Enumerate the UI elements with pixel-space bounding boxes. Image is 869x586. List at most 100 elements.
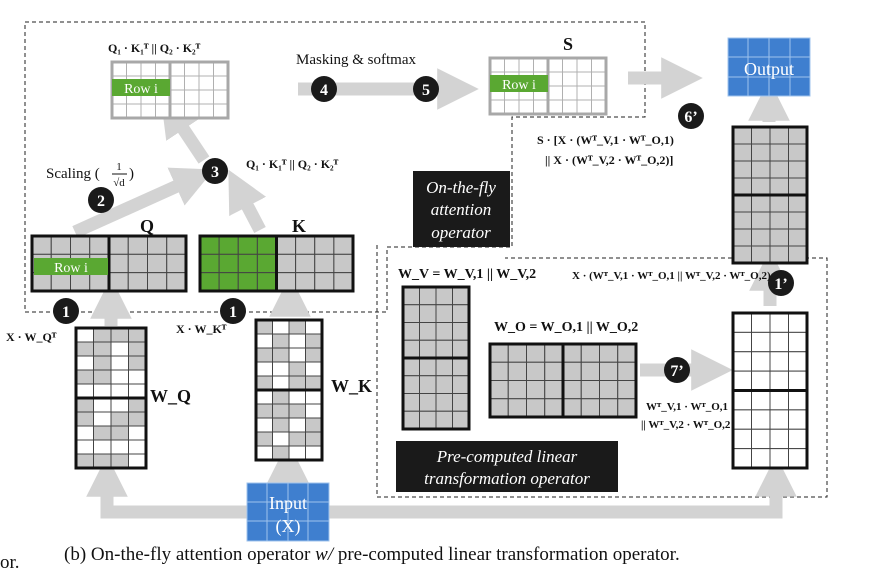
k-matrix-cell [295,272,316,292]
qk-mid-label: Q₁ · K₁ᵀ || Q₂ · K₂ᵀ [246,157,339,171]
wq-matrix-cell [110,369,129,385]
s-formula-line1: S · [X · (Wᵀ_V,1 · Wᵀ_O,1) [537,133,674,147]
k-matrix-cell [199,235,220,255]
wq-matrix-cell [75,341,94,357]
wk-matrix-cell [272,417,290,433]
s-matrix-cell [547,57,563,73]
step-circle [88,187,114,213]
k-matrix-cell [333,235,354,255]
wo-matrix-cell [544,398,564,418]
q-matrix-cell [147,272,168,292]
wo-matrix-cell [617,398,637,418]
result-matrix-bottom-cell [788,370,808,391]
result-matrix-top-cell [788,177,808,196]
arrow-input-to-wq [86,455,247,519]
wq-matrix-cell [93,439,112,455]
wk-matrix-cell [305,319,323,335]
q-matrix-cell [108,235,129,255]
scaling-prefix: Scaling ( [46,166,100,182]
wv-matrix-cell [419,410,437,430]
wo-matrix-cell [580,343,600,363]
arrow-to-top-matrix [160,94,210,164]
arrow-input-to-right [329,455,797,519]
q-matrix-cell [166,272,187,292]
step-markers: 1 1 2 3 4 5 6’ 7’ 1’ [53,76,794,383]
qk-top-matrix-cell [184,89,200,105]
step-circle [768,270,794,296]
result-matrix-bottom-cell [732,312,752,333]
step-number: 1 [62,304,70,321]
masking-label: Masking & softmax [296,52,416,68]
wo-matrix-cell [599,380,619,400]
wv-matrix-cell [419,322,437,341]
step-number: 1’ [774,276,787,293]
k-matrix-cell [276,272,297,292]
wq-matrix-cell [75,355,94,371]
wo-matrix-cell [580,398,600,418]
step-number: 4 [320,82,328,99]
step-circle [53,298,79,324]
wk-matrix-cell [255,403,273,419]
wv-matrix-cell [402,304,420,323]
s-matrix-cell [576,99,592,115]
k-matrix-cell [218,253,239,274]
result-matrix-top-cell [751,228,771,247]
precomputed-dashed-boundary [376,245,828,498]
result-matrix-bottom-cell [788,312,808,333]
caption-left-fragment: or. [0,552,20,573]
text-labels: Q₁ · K₁ᵀ || Q₂ · K₂ᵀ Masking & softmax S… [6,34,771,431]
wq-matrix-cell [128,397,147,413]
k-matrix-cell [295,253,316,274]
q-matrix-cell [108,272,129,292]
result-matrix-bottom-cell [769,448,789,469]
s-matrix-cell [547,99,563,115]
wk-matrix-cell [255,445,273,461]
wk-matrix-cell [288,403,306,419]
wk-matrix-cell [305,347,323,363]
wq-matrix-cell [128,383,147,399]
wv-matrix-cell [435,304,453,323]
k-matrix-cell [218,272,239,292]
result-matrix-bottom-cell [732,390,752,411]
wq-matrix-cell [110,397,129,413]
row-i-highlight-q [34,258,108,275]
k-matrix-cell [256,253,277,274]
result-matrix-top-cell [732,194,752,213]
wq-matrix-cell [110,439,129,455]
wo-matrix-cell [617,361,637,381]
wv-matrix-cell [435,322,453,341]
result-matrix-bottom-cell [732,351,752,372]
result-matrix-top-cell [751,211,771,230]
wk-matrix-cell [255,389,273,405]
scaling-numerator: 1 [116,161,122,173]
wo-matrix-cell [526,361,546,381]
wo-matrix [488,342,638,419]
caption-main: (b) On-the-fly attention operator w/ pre… [64,544,680,566]
wo-matrix-cell [489,398,509,418]
wo-matrix-cell [526,343,546,363]
wo-matrix-cell [544,343,564,363]
qk-top-matrix-cell [140,61,156,77]
result-matrix-bottom-cell [732,409,752,430]
wo-matrix-cell [580,361,600,381]
result-matrix-top-cell [788,245,808,264]
result-matrix-bottom-cell [769,390,789,411]
wq-matrix-cell [128,425,147,441]
qk-top-matrix-cell [198,89,214,105]
q-matrix-cell [147,235,168,255]
wk-matrix-cell [255,417,273,433]
k-matrix-cell [256,235,277,255]
wq-label: W_Q [150,386,191,406]
wk-matrix-cell [305,389,323,405]
result-matrix-top-cell [788,126,808,145]
wq-matrix-cell [128,411,147,427]
x-wq-label: X · W_Qᵀ [6,330,57,344]
result-matrix-top-cell [788,143,808,162]
step-marker-s1b: 1 [220,298,246,324]
wo-matrix-cell [599,398,619,418]
wq-matrix-cell [128,453,147,469]
step-marker-s5: 5 [413,76,439,102]
qk-top-matrix-cell [111,61,127,77]
wv-matrix-cell [452,304,470,323]
wk-matrix-cell [288,431,306,447]
